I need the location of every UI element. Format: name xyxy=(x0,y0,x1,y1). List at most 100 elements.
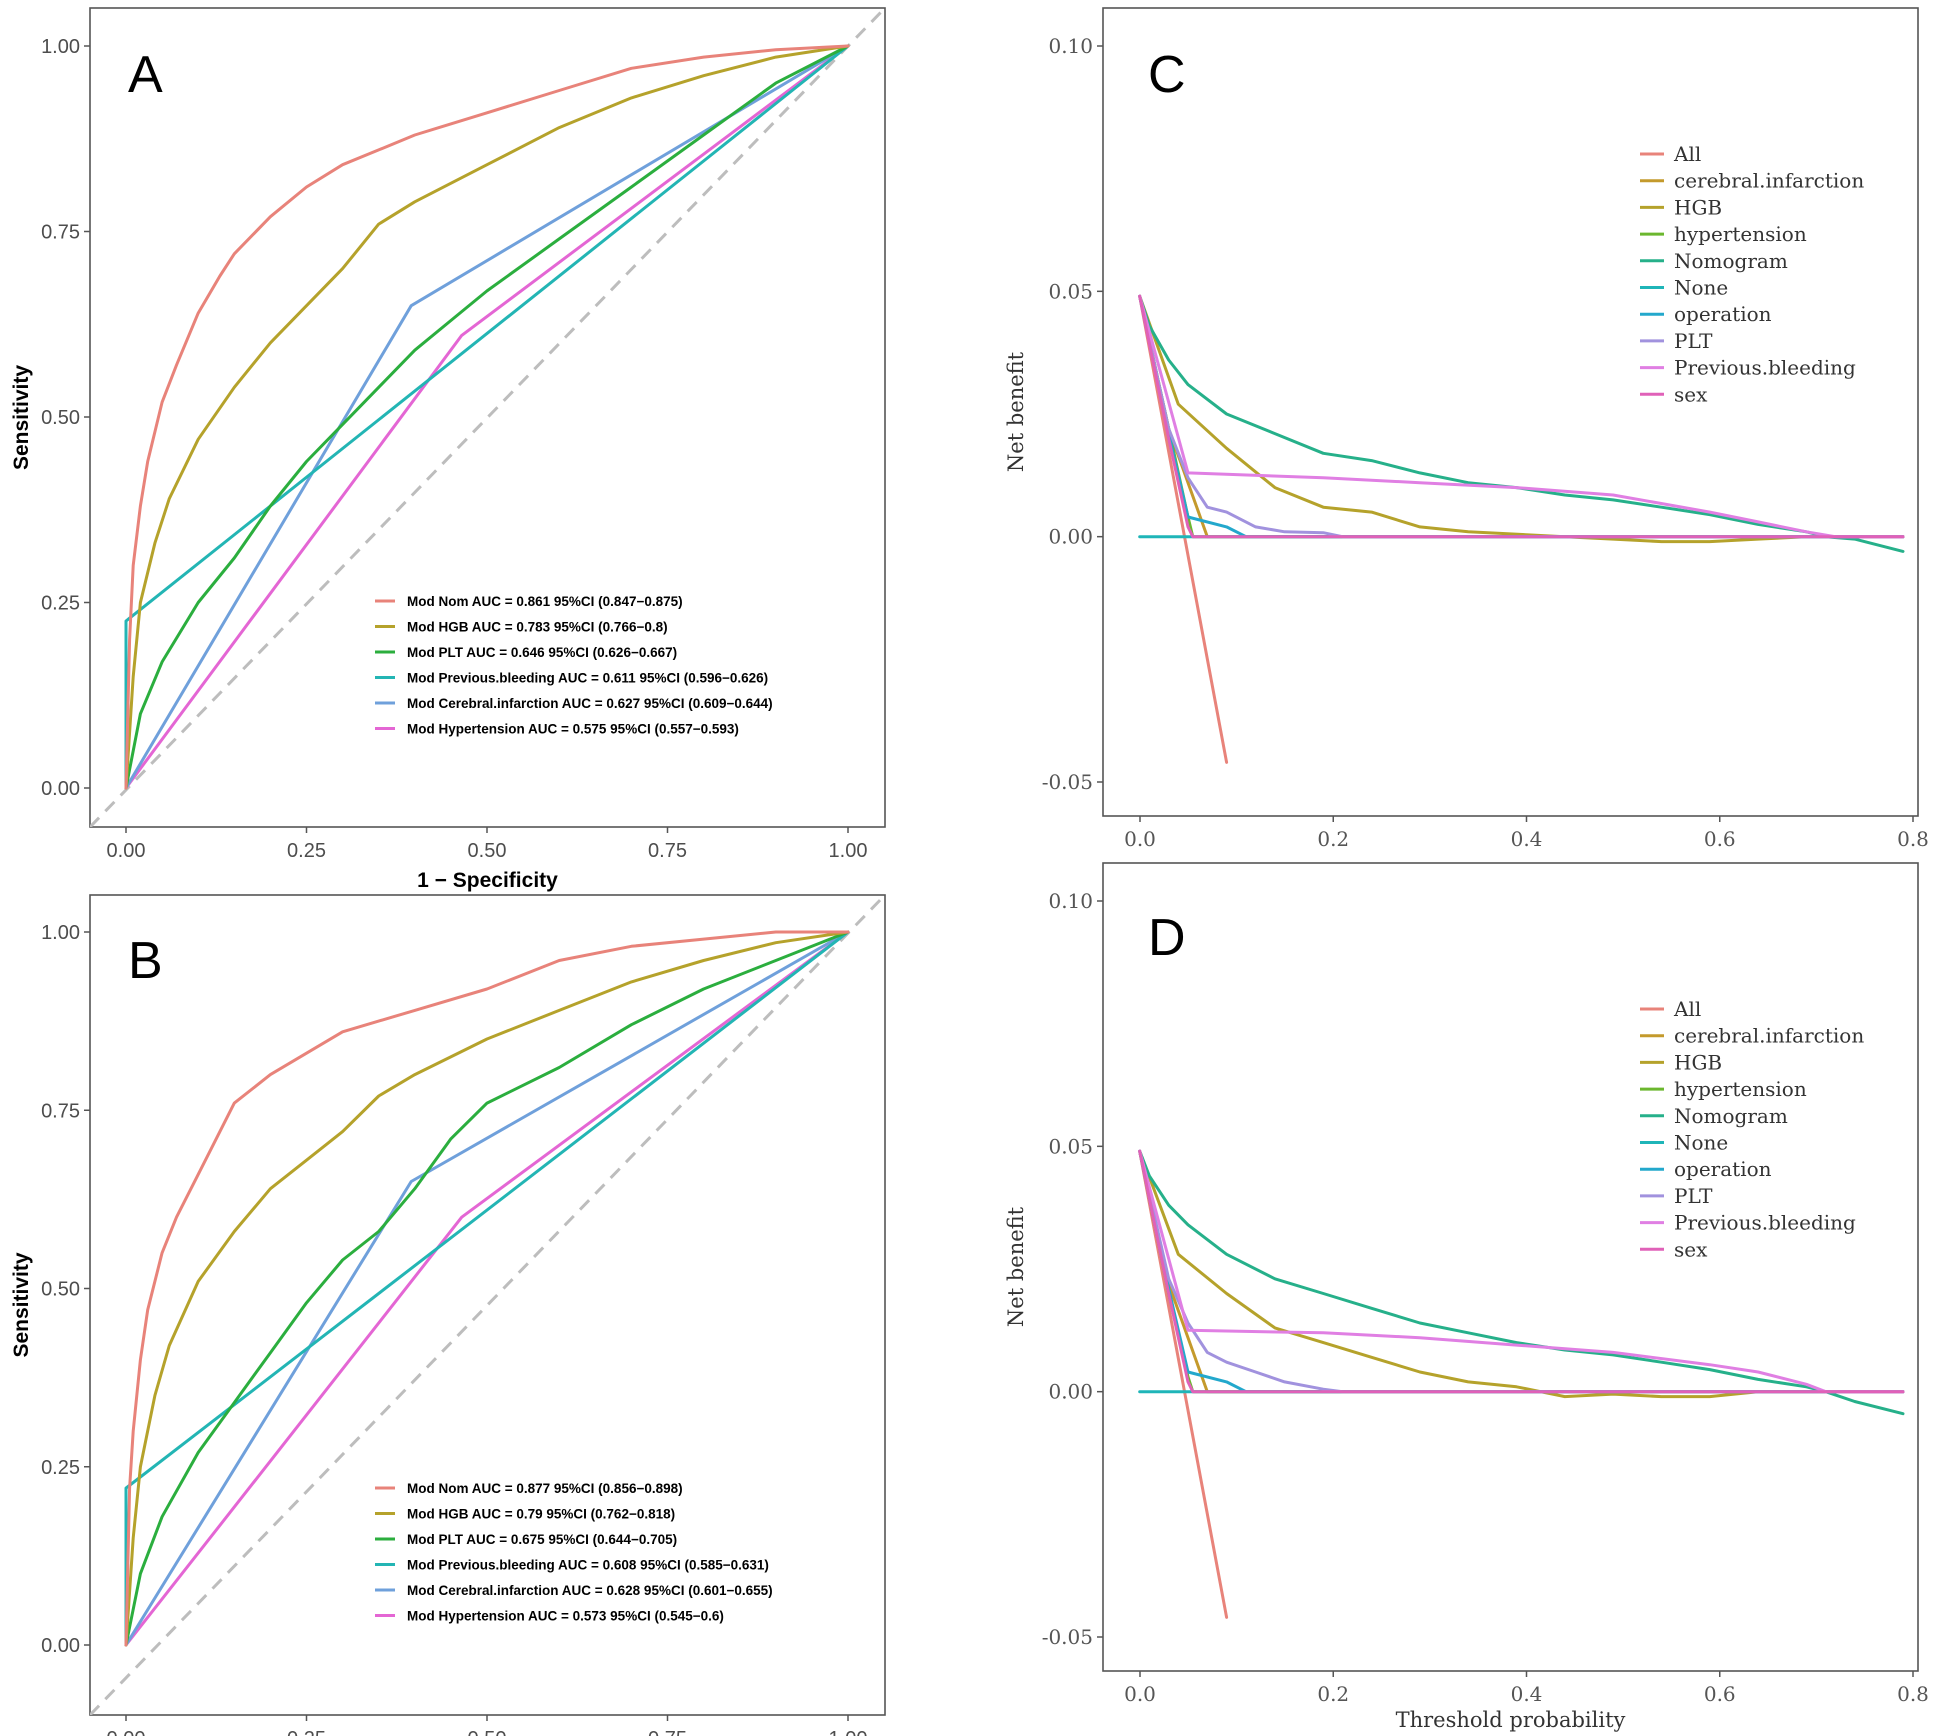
y-tick-label: -0.05 xyxy=(1042,770,1093,794)
x-tick-label: 0.00 xyxy=(107,840,146,862)
x-tick-label: 0.8 xyxy=(1897,827,1929,851)
series-line-hgb xyxy=(1138,1149,1905,1399)
legend-label: All xyxy=(1673,997,1701,1021)
y-tick-label: 0.00 xyxy=(1048,1380,1093,1404)
x-tick-label: 1.00 xyxy=(829,840,868,862)
x-tick-label: 0.00 xyxy=(107,1728,146,1736)
y-tick-label: 0.10 xyxy=(1048,34,1093,58)
x-tick-label: 0.75 xyxy=(648,1728,687,1736)
plot-border xyxy=(1102,7,1919,817)
x-tick-label: 0.4 xyxy=(1511,1682,1543,1706)
series-line-mod-cerebral-infarction xyxy=(124,44,850,790)
y-tick-label: 0.50 xyxy=(41,1279,80,1301)
y-axis-title: Net benefit xyxy=(1004,351,1028,472)
series-line-mod-hgb xyxy=(124,44,850,790)
x-tick-label: 0.25 xyxy=(287,1728,326,1736)
legend-label: Previous.bleeding xyxy=(1674,1211,1856,1235)
legend-label: operation xyxy=(1674,1157,1772,1181)
series-line-hypertension xyxy=(1138,294,1905,539)
legend-label: HGB xyxy=(1674,1050,1722,1074)
series-line-nomogram xyxy=(1138,1149,1905,1416)
legend-label: hypertension xyxy=(1674,1077,1807,1101)
legend: Mod Nom AUC = 0.861 95%CI (0.847−0.875) M… xyxy=(375,594,773,737)
legend-label: cerebral.infarction xyxy=(1674,169,1864,193)
legend-label: PLT xyxy=(1674,1184,1713,1208)
legend-label: Nomogram xyxy=(1674,1104,1788,1128)
y-axis-title: Sensitivity xyxy=(10,365,33,470)
series-line-mod-hgb xyxy=(124,930,850,1647)
legend-label: PLT xyxy=(1674,329,1713,353)
series-line-plt xyxy=(1138,294,1905,539)
y-tick-label: 1.00 xyxy=(41,36,80,58)
legend-label: Mod Nom AUC = 0.861 95%CI (0.847−0.875) xyxy=(407,594,683,609)
legend-label: hypertension xyxy=(1674,222,1807,246)
x-tick-label: 0.4 xyxy=(1511,827,1543,851)
legend-label: Mod PLT AUC = 0.675 95%CI (0.644−0.705) xyxy=(407,1532,677,1547)
series-line-mod-hypertension xyxy=(124,44,850,790)
series-line-operation xyxy=(1138,294,1905,539)
y-tick-label: -0.05 xyxy=(1042,1625,1093,1649)
x-tick-label: 1.00 xyxy=(829,1728,868,1736)
y-tick-label: 0.00 xyxy=(41,1635,80,1657)
series-line-mod-nom xyxy=(124,930,850,1647)
y-axis-title: Net benefit xyxy=(1004,1206,1028,1327)
y-tick-label: 0.00 xyxy=(41,778,80,800)
x-tick-label: 0.8 xyxy=(1897,1682,1929,1706)
x-tick-label: 0.0 xyxy=(1124,827,1156,851)
x-axis-title: 1 − Specificity xyxy=(417,869,558,892)
x-tick-label: 0.25 xyxy=(287,840,326,862)
series-line-cerebral-infarction xyxy=(1138,1149,1905,1394)
legend-label: None xyxy=(1674,276,1728,300)
legend-label: Nomogram xyxy=(1674,249,1788,273)
series-line-hgb xyxy=(1138,294,1905,544)
series-line-mod-hypertension xyxy=(124,930,850,1647)
reference-diagonal xyxy=(90,895,885,1715)
y-tick-label: 1.00 xyxy=(41,922,80,944)
y-tick-label: 0.00 xyxy=(1048,525,1093,549)
series-line-sex xyxy=(1138,294,1905,539)
x-tick-label: 0.6 xyxy=(1704,827,1736,851)
y-tick-label: 0.10 xyxy=(1048,889,1093,913)
x-tick-label: 0.50 xyxy=(468,840,507,862)
series-line-operation xyxy=(1138,1149,1905,1394)
legend-label: Mod Cerebral.infarction AUC = 0.628 95%C… xyxy=(407,1583,773,1598)
legend-label: Mod HGB AUC = 0.783 95%CI (0.766−0.8) xyxy=(407,620,668,635)
legend-label: Mod Nom AUC = 0.877 95%CI (0.856−0.898) xyxy=(407,1481,683,1496)
y-tick-label: 0.50 xyxy=(41,407,80,429)
series-line-hypertension xyxy=(1138,1149,1905,1394)
panel-letter: A xyxy=(128,46,163,104)
panel-letter: D xyxy=(1148,909,1186,967)
legend-label: sex xyxy=(1674,382,1708,406)
legend-label: Previous.bleeding xyxy=(1674,356,1856,380)
y-tick-label: 0.05 xyxy=(1048,279,1093,303)
panel-b: 0.00 0.25 0.50 0.75 1.00 0.00 0.25 0.50 0.75 1.00… xyxy=(10,894,886,1736)
legend-label: Mod Hypertension AUC = 0.575 95%CI (0.55… xyxy=(407,722,739,737)
legend-label: Mod Hypertension AUC = 0.573 95%CI (0.54… xyxy=(407,1609,724,1624)
panel-d: 0.0 0.2 0.4 0.6 0.8 -0.05 0.00 0.05 0.10 Threshol… xyxy=(1004,862,1929,1732)
series-line-nomogram xyxy=(1138,294,1905,553)
x-tick-label: 0.75 xyxy=(648,840,687,862)
legend-label: HGB xyxy=(1674,195,1722,219)
panel-a: 0.00 0.25 0.50 0.75 1.00 0.00 0.25 0.50 0.75 1.00… xyxy=(10,7,886,892)
legend-label: operation xyxy=(1674,302,1772,326)
series-line-cerebral-infarction xyxy=(1138,294,1905,539)
series-line-mod-nom xyxy=(124,44,850,790)
y-tick-label: 0.75 xyxy=(41,1100,80,1122)
y-tick-label: 0.75 xyxy=(41,222,80,244)
panel-letter: C xyxy=(1148,46,1186,104)
x-tick-label: 0.2 xyxy=(1317,827,1349,851)
legend-label: Mod Cerebral.infarction AUC = 0.627 95%C… xyxy=(407,696,773,711)
plot-border xyxy=(1102,862,1919,1672)
x-tick-label: 0.6 xyxy=(1704,1682,1736,1706)
legend-label: None xyxy=(1674,1131,1728,1155)
panel-letter: B xyxy=(128,932,163,990)
series-line-mod-cerebral-infarction xyxy=(124,930,850,1647)
series-line-sex xyxy=(1138,1149,1905,1394)
x-tick-label: 0.2 xyxy=(1317,1682,1349,1706)
legend-label: Mod Previous.bleeding AUC = 0.611 95%CI … xyxy=(407,671,768,686)
x-axis-title: Threshold probability xyxy=(1396,1708,1626,1732)
series-line-plt xyxy=(1138,1149,1905,1394)
legend: Mod Nom AUC = 0.877 95%CI (0.856−0.898) M… xyxy=(375,1481,773,1624)
